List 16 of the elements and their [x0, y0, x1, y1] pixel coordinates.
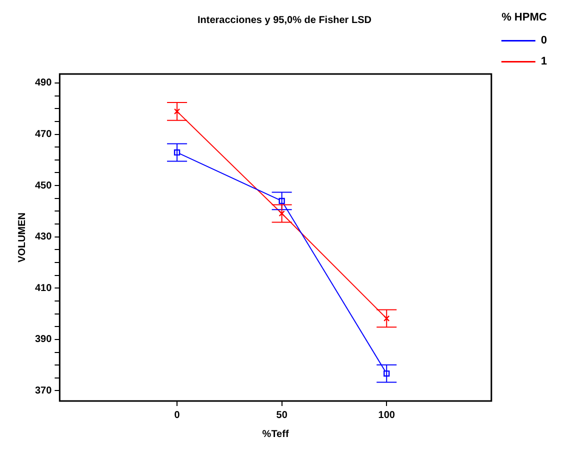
x-tick-label: 100 [378, 410, 396, 421]
y-tick-label: 390 [34, 334, 52, 346]
legend-title: % HPMC [502, 12, 547, 24]
legend-label: 0 [540, 34, 548, 47]
legend-label: 1 [540, 56, 548, 68]
y-tick-label: 450 [34, 180, 52, 192]
y-tick-label: 490 [34, 78, 52, 89]
y-tick-label: 430 [34, 232, 52, 243]
y-tick-label: 370 [34, 385, 52, 396]
chart-title: Interacciones y 95,0% de Fisher LSD [198, 14, 372, 26]
y-axis-title: VOLUMEN [16, 212, 28, 262]
y-tick-label: 410 [34, 282, 52, 294]
x-tick-label: 0 [174, 410, 180, 421]
x-axis-title: %Teff [262, 428, 290, 440]
x-tick-label: 50 [276, 410, 288, 421]
y-tick-label: 470 [34, 129, 52, 140]
